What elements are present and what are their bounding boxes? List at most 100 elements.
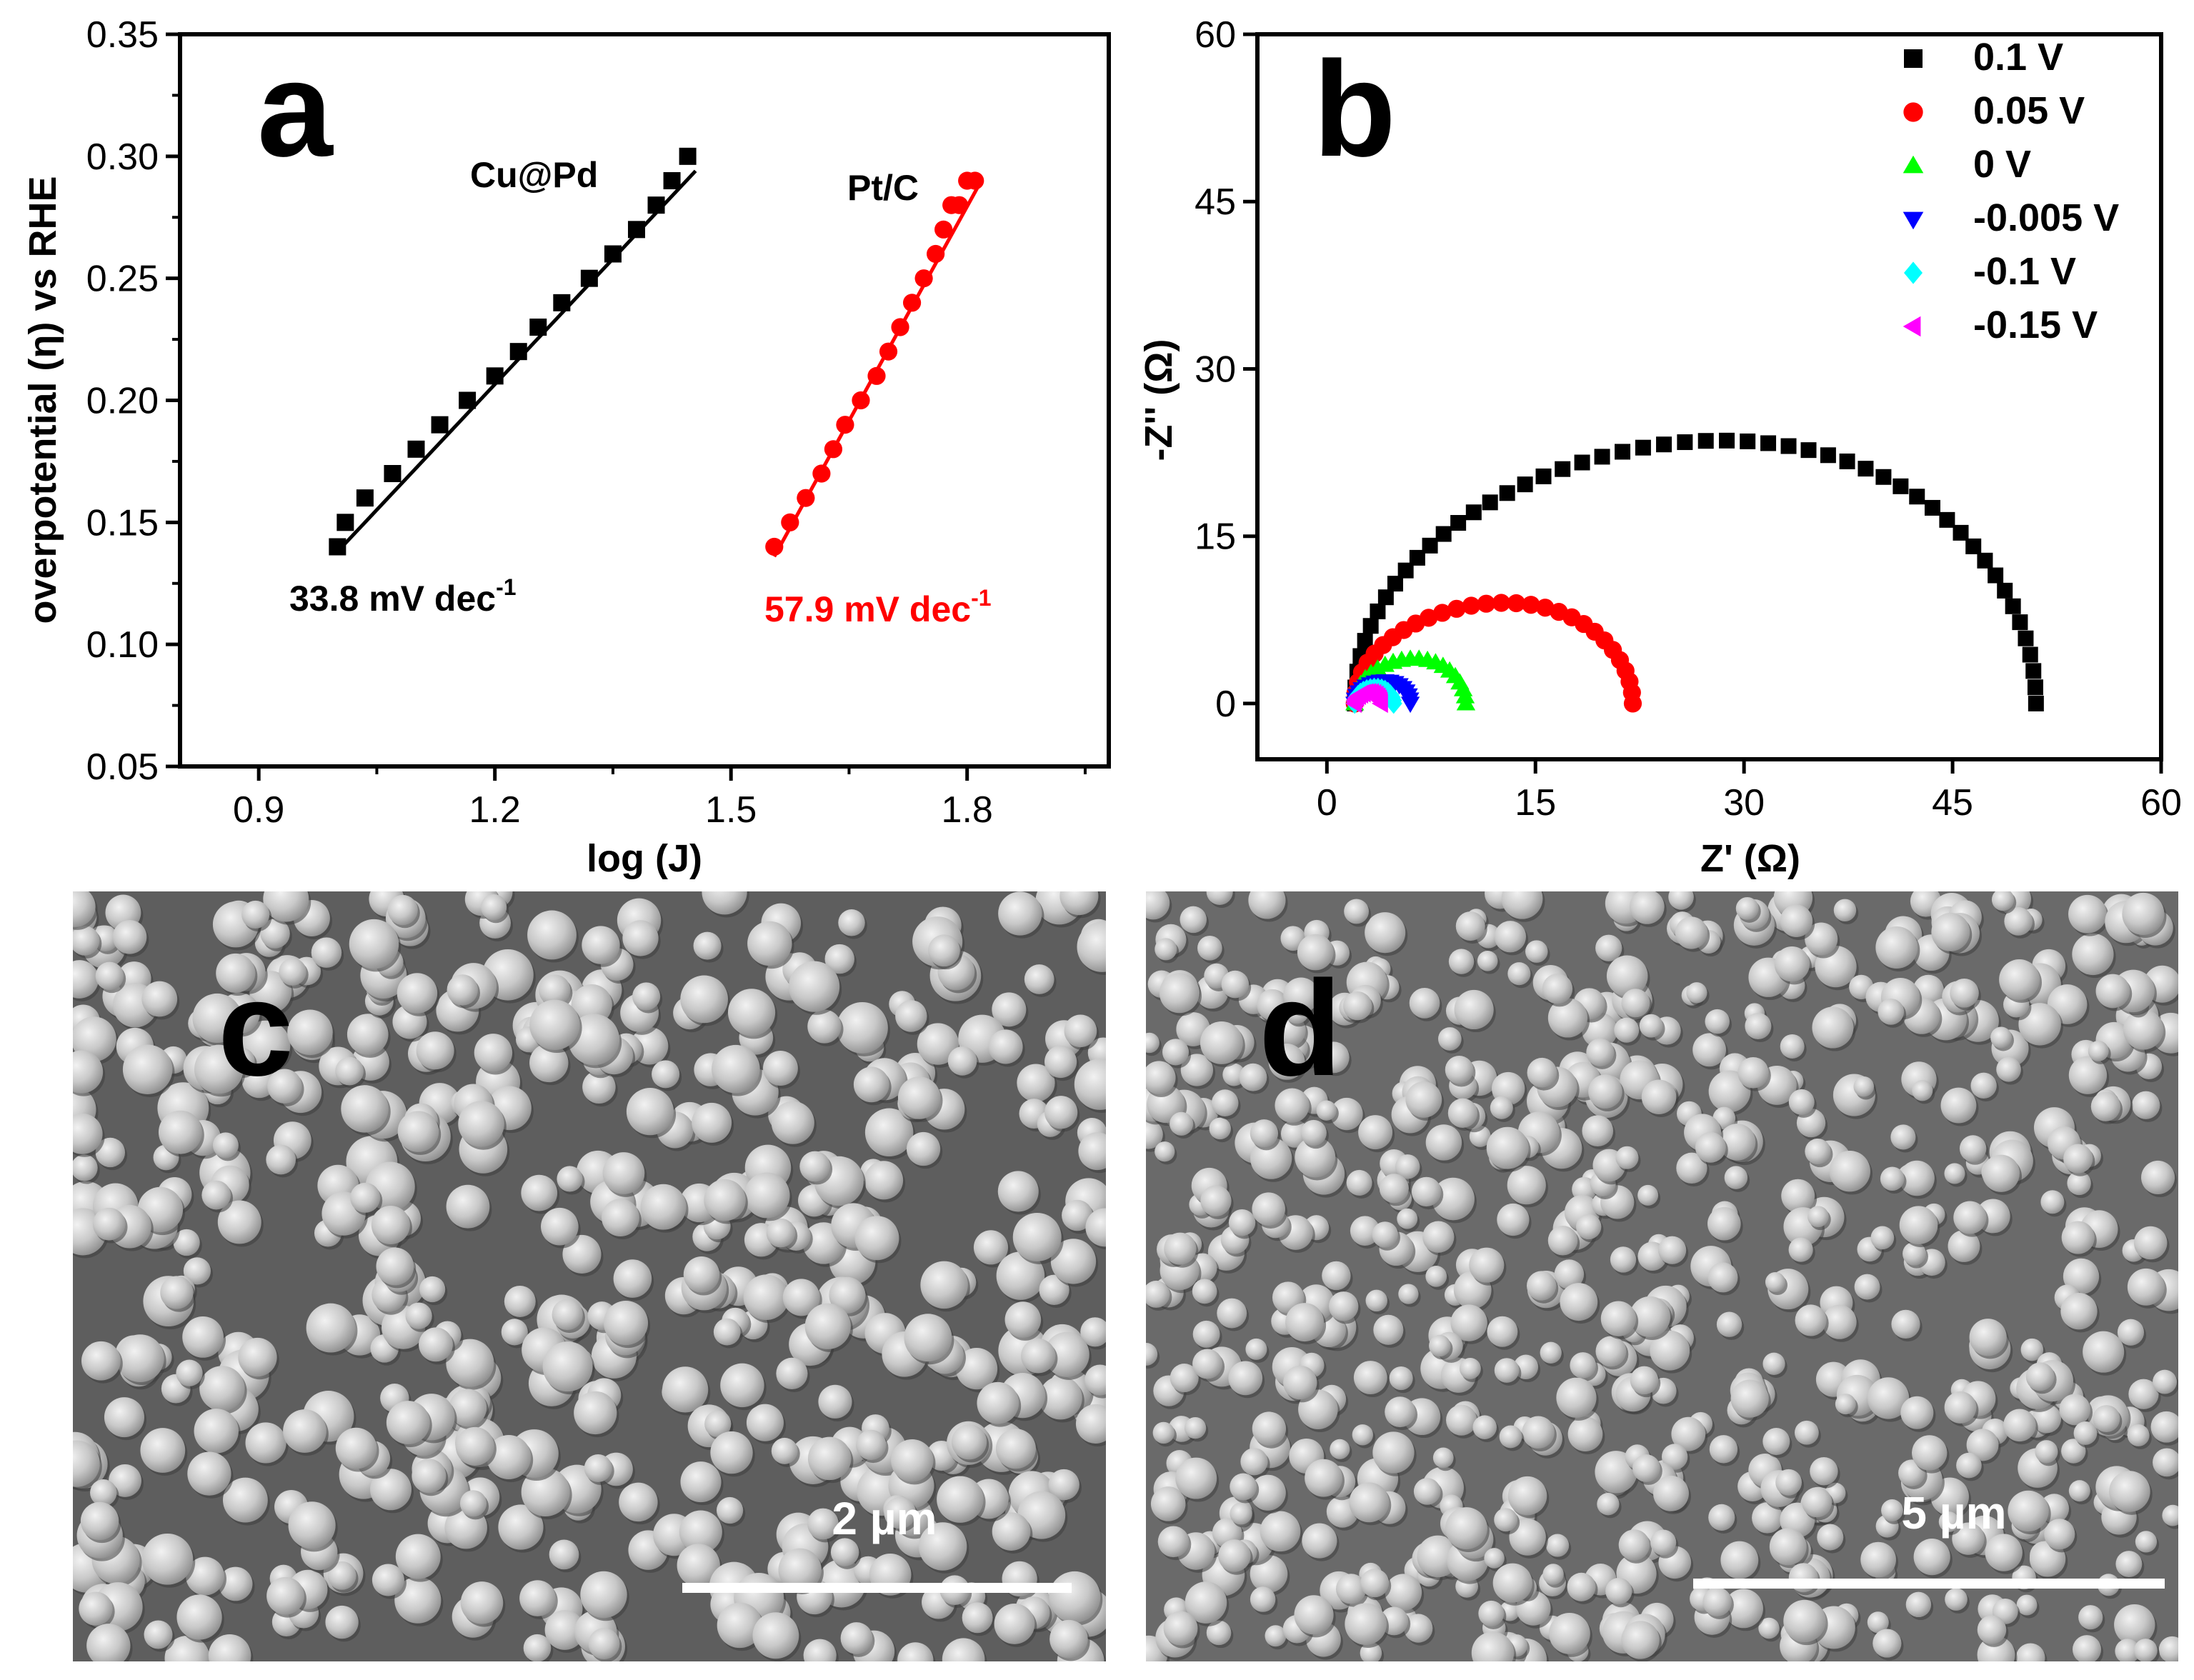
particle xyxy=(1448,949,1475,974)
particle xyxy=(2153,1448,2178,1477)
particle xyxy=(73,1440,100,1487)
y-tick-label: 45 xyxy=(1195,181,1236,223)
particle xyxy=(744,1172,790,1219)
particle xyxy=(1899,1206,1938,1245)
particle xyxy=(521,1174,558,1211)
particle xyxy=(141,1533,194,1585)
particle xyxy=(680,1461,722,1503)
particle xyxy=(1614,1017,1640,1043)
particle xyxy=(1996,1056,2021,1082)
particle xyxy=(1853,1076,1875,1097)
point-0-05-v xyxy=(1623,694,1642,713)
y-tick-label: 0.30 xyxy=(86,136,159,178)
particle xyxy=(519,1580,556,1616)
point-0-1-v xyxy=(1377,589,1394,606)
particle xyxy=(1707,1206,1741,1241)
point-cu-pd xyxy=(627,221,645,239)
particle xyxy=(1085,1208,1106,1247)
particle xyxy=(2123,1009,2164,1050)
particle xyxy=(1507,1166,1546,1205)
particle xyxy=(2135,1531,2158,1553)
particle xyxy=(1639,1014,1663,1038)
slope-superscript: -1 xyxy=(971,585,991,611)
panel-a-y-axis-label: overpotential (η) vs RHE xyxy=(21,176,64,624)
particle xyxy=(187,1451,231,1496)
particle xyxy=(1526,1271,1557,1301)
particle xyxy=(1486,1126,1529,1169)
particle xyxy=(397,973,438,1014)
point-0-1-v xyxy=(1450,515,1467,531)
particle xyxy=(1245,1338,1267,1360)
particle xyxy=(1471,1631,1515,1661)
y-tick-label: 0.15 xyxy=(86,502,159,544)
particle xyxy=(2004,907,2033,936)
particle xyxy=(1780,904,1813,938)
particle xyxy=(829,1276,866,1314)
particle xyxy=(613,1259,652,1298)
slope-text: 33.8 mV dec xyxy=(289,579,496,619)
particle xyxy=(1353,1361,1387,1394)
panel-d-letter: d xyxy=(1259,953,1342,1104)
particle xyxy=(1180,906,1207,934)
particle xyxy=(79,1591,113,1626)
particle xyxy=(2015,1643,2045,1661)
particle xyxy=(73,891,96,927)
particle xyxy=(1024,964,1054,994)
particle xyxy=(1346,1169,1372,1196)
particle xyxy=(266,1144,296,1175)
particle xyxy=(1317,1041,1350,1074)
x-tick-label: 1.5 xyxy=(705,789,757,831)
particle xyxy=(395,1534,441,1579)
particle xyxy=(1275,1088,1310,1123)
particle xyxy=(1478,1600,1505,1626)
particle xyxy=(458,1101,504,1147)
particle xyxy=(897,1642,934,1661)
x-tick-label: 0.9 xyxy=(233,789,284,831)
slope-superscript: -1 xyxy=(496,574,516,600)
particle xyxy=(1724,1589,1763,1629)
panel-c-sem-micrograph xyxy=(73,891,1106,1661)
particle xyxy=(906,1131,941,1166)
particle xyxy=(160,1276,194,1309)
particle xyxy=(1184,1416,1207,1439)
particle xyxy=(2132,1091,2160,1119)
point-cu-pd xyxy=(663,172,681,189)
particle xyxy=(1163,1611,1198,1646)
particle xyxy=(1702,1587,1732,1616)
point-pt-c xyxy=(836,416,854,434)
point-0-1-v xyxy=(2028,695,2044,711)
legend-label-0-1-v: 0.1 V xyxy=(1973,36,2063,79)
particle xyxy=(807,1009,842,1044)
particle xyxy=(1445,1055,1474,1084)
particle xyxy=(245,1422,286,1464)
particle xyxy=(771,1101,814,1144)
particle xyxy=(1956,1452,1982,1479)
legend-label-0-15-v: -0.15 V xyxy=(1973,304,2098,346)
particle xyxy=(552,1299,583,1331)
particle xyxy=(2115,1639,2140,1661)
particle xyxy=(539,974,571,1006)
particle xyxy=(1953,1201,1987,1234)
particle xyxy=(1494,1508,1518,1532)
particle xyxy=(973,1230,1009,1265)
particle xyxy=(1200,1021,1243,1064)
particle xyxy=(853,1066,889,1103)
particle xyxy=(279,958,306,986)
particle xyxy=(1248,891,1286,919)
particle xyxy=(1707,1262,1738,1293)
particle xyxy=(1200,1185,1232,1216)
point-0-005-v xyxy=(1400,696,1420,714)
point-0-15-v xyxy=(1372,694,1388,714)
particle xyxy=(1405,1081,1442,1118)
particle xyxy=(743,1274,789,1320)
point-cu-pd xyxy=(553,294,571,311)
y-tick-label: 30 xyxy=(1195,349,1236,390)
particle xyxy=(962,1602,993,1634)
particle xyxy=(2127,1268,2165,1306)
particle xyxy=(1397,1208,1418,1229)
particle xyxy=(942,1638,985,1661)
panel-d: d 5 µm xyxy=(1146,891,2178,1661)
particle xyxy=(1931,912,1970,951)
particle xyxy=(1903,1241,1926,1266)
particle xyxy=(1507,1476,1547,1516)
